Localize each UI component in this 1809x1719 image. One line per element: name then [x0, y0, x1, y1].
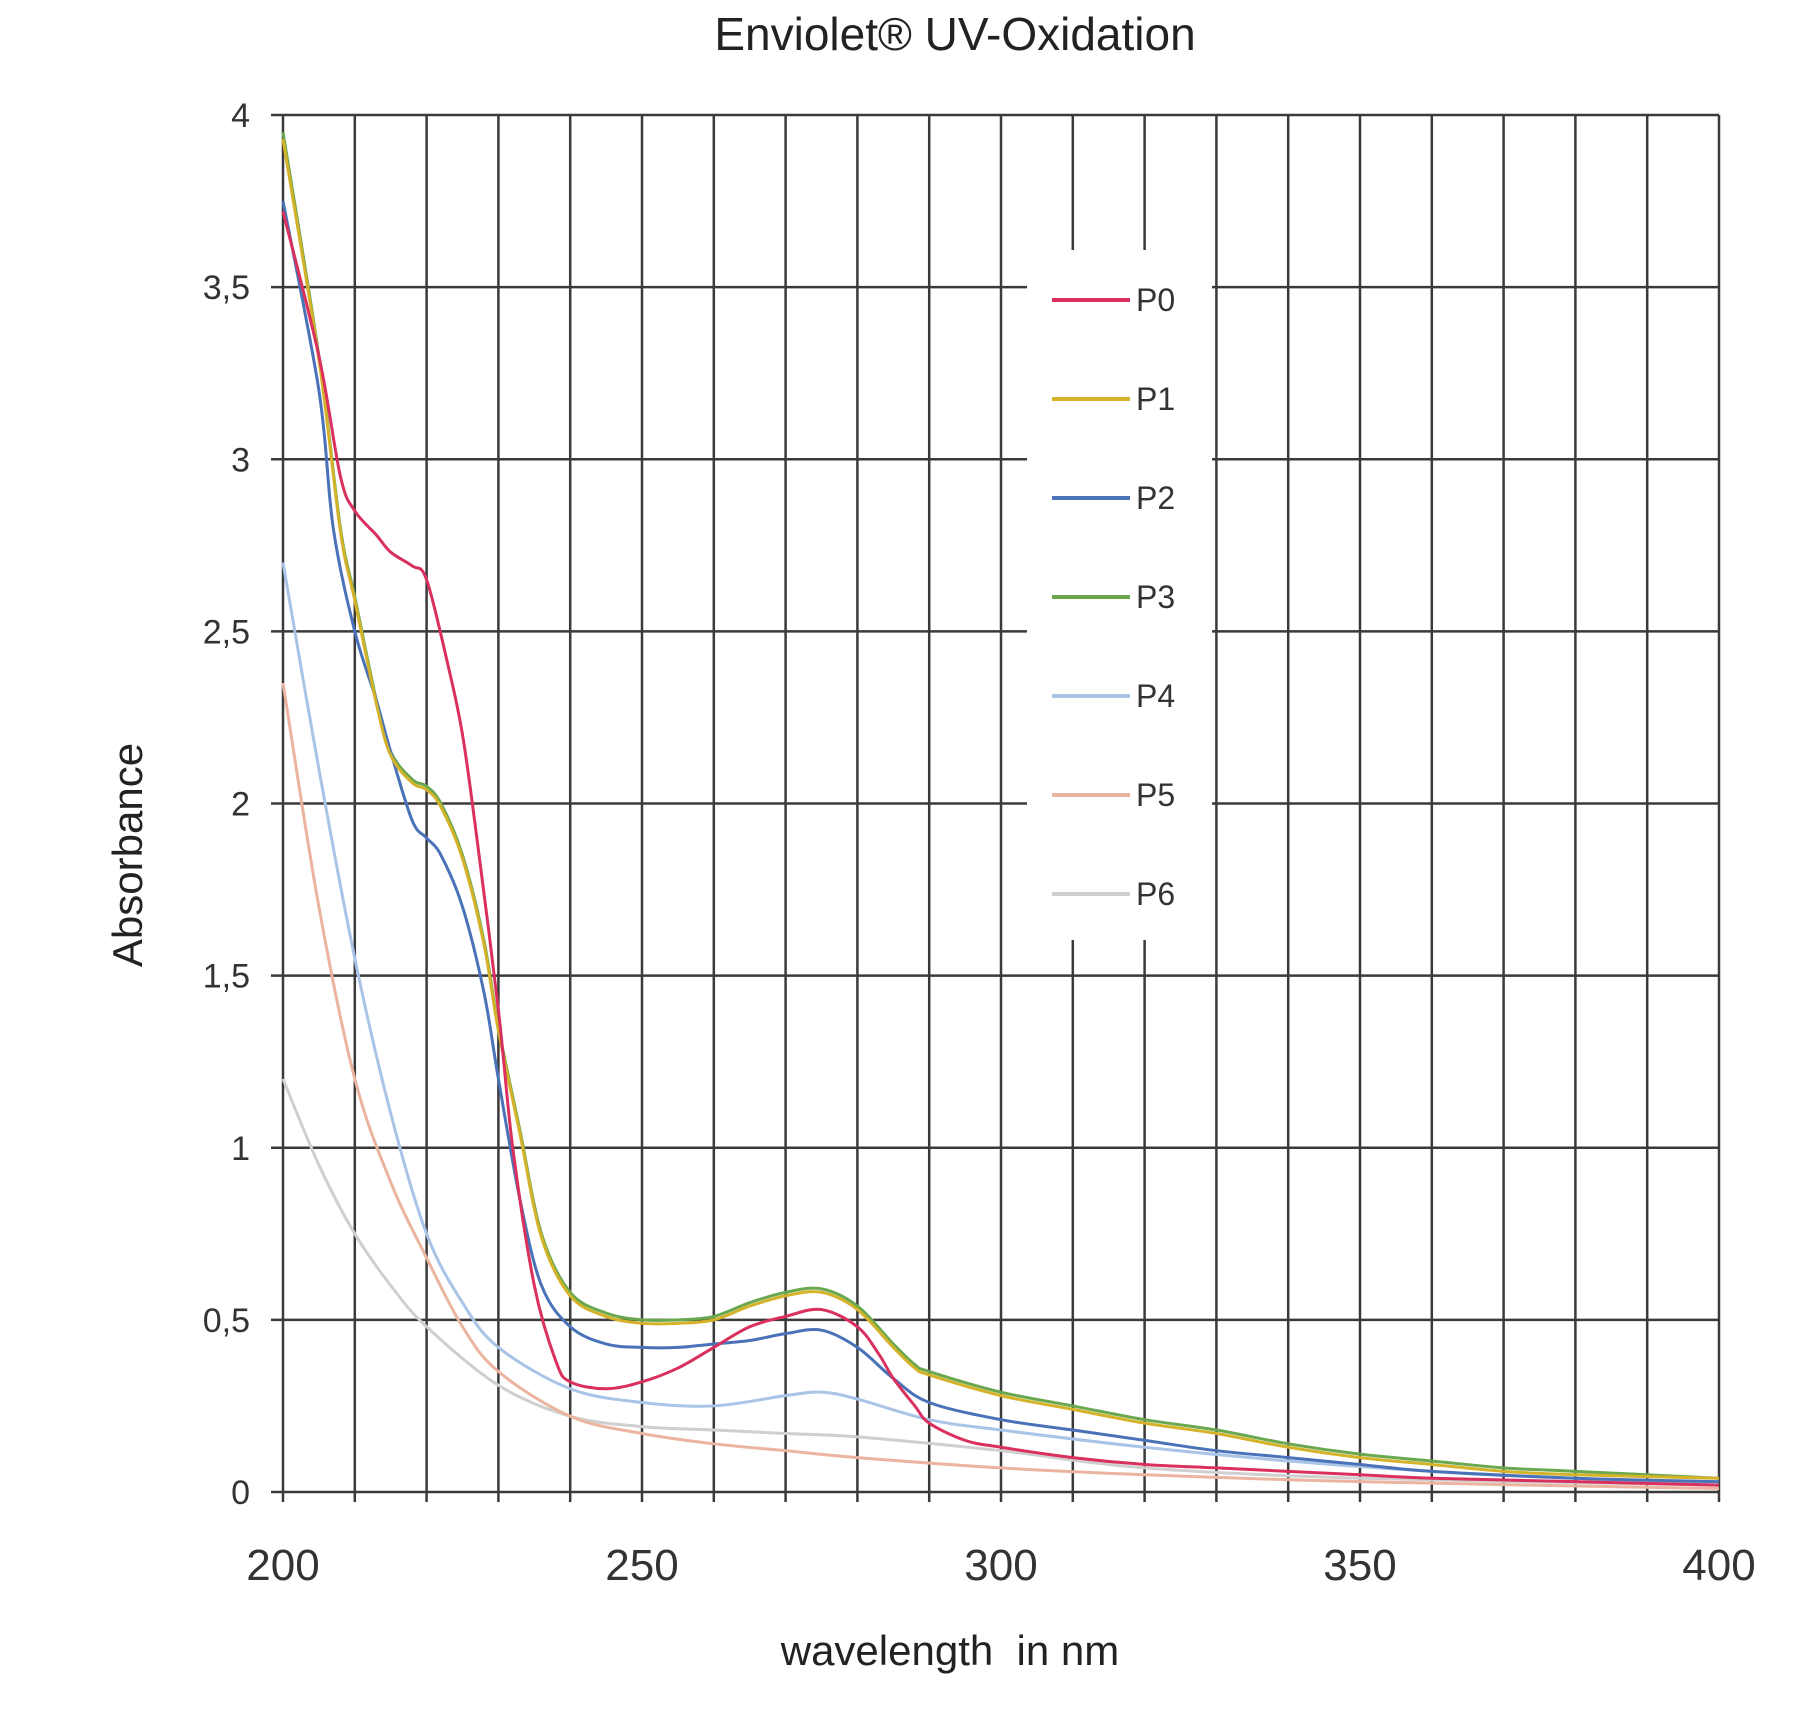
- y-tick-label: 3,5: [203, 269, 250, 307]
- x-tick-label: 300: [964, 1541, 1037, 1590]
- series-lines: [281, 131, 1720, 1491]
- y-tick-labels: 0 0,5 1 1,5 2 2,5 3 3,5 4: [203, 97, 250, 1512]
- series-line-p6: [281, 1078, 1720, 1487]
- x-tick-label: 350: [1323, 1541, 1396, 1590]
- x-tick-label: 250: [605, 1541, 678, 1590]
- legend-label-p2: P2: [1136, 480, 1175, 516]
- y-tick-label: 2: [231, 786, 250, 824]
- chart-title: Enviolet® UV-Oxidation: [714, 8, 1195, 60]
- legend-label-p6: P6: [1136, 876, 1175, 912]
- legend-label-p5: P5: [1136, 777, 1175, 813]
- series-line-p1: [281, 138, 1720, 1480]
- y-tick-label: 1,5: [203, 958, 250, 996]
- series-line-p0: [281, 211, 1720, 1487]
- y-tick-label: 4: [231, 97, 250, 135]
- x-tick-labels: 200 250 300 350 400: [246, 1541, 1755, 1590]
- y-tick-label: 2,5: [203, 613, 250, 651]
- x-tick-label: 200: [246, 1541, 319, 1590]
- x-tick-label: 400: [1682, 1541, 1755, 1590]
- legend: P0 P1 P2 P3 P4 P5 P6: [1027, 250, 1212, 940]
- y-tick-label: 1: [231, 1130, 250, 1168]
- x-axis-label: wavelength in nm: [780, 1627, 1120, 1674]
- y-axis-label: Absorbance: [104, 743, 151, 967]
- legend-label-p0: P0: [1136, 282, 1175, 318]
- legend-label-p1: P1: [1136, 381, 1175, 417]
- grid: [271, 113, 1721, 1502]
- y-tick-label: 0,5: [203, 1302, 250, 1340]
- legend-label-p4: P4: [1136, 678, 1175, 714]
- legend-label-p3: P3: [1136, 579, 1175, 615]
- series-line-p4: [281, 562, 1720, 1487]
- series-line-p5: [281, 682, 1720, 1491]
- y-tick-label: 3: [231, 441, 250, 479]
- series-line-p2: [281, 200, 1720, 1484]
- y-tick-label: 0: [231, 1474, 250, 1512]
